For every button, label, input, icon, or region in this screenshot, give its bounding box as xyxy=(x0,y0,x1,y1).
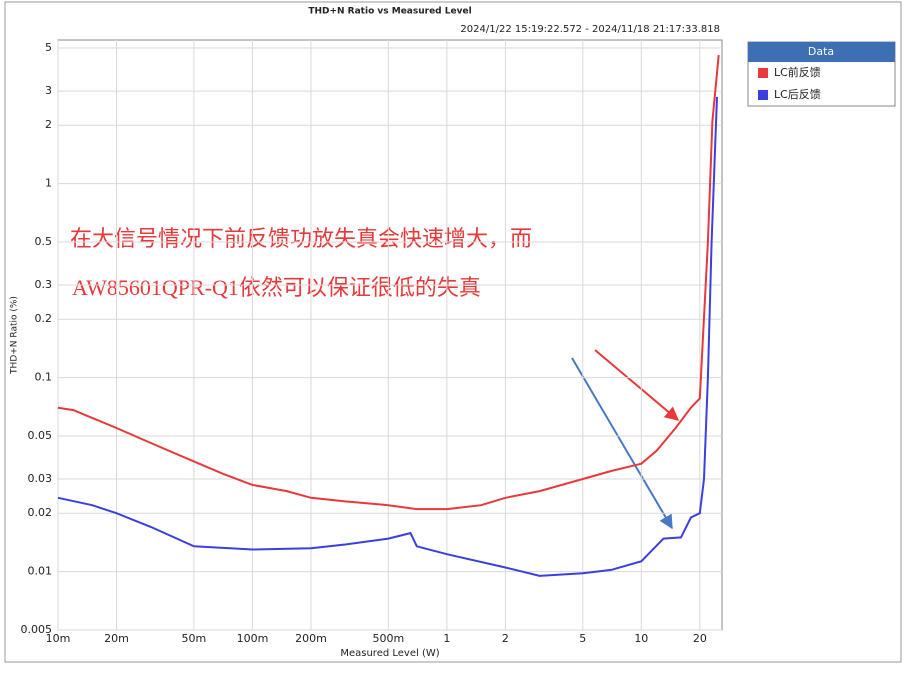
arrow xyxy=(571,357,673,530)
legend-header xyxy=(748,42,895,62)
x-tick-label: 200m xyxy=(295,632,327,645)
y-tick-label: 0.1 xyxy=(35,371,53,384)
y-tick-label: 0.5 xyxy=(35,235,53,248)
series-line xyxy=(57,96,718,577)
legend-swatch xyxy=(758,90,768,100)
y-axis-label: THD+N Ratio (%) xyxy=(10,296,20,375)
arrow xyxy=(594,349,680,421)
y-tick-label: 0.3 xyxy=(35,278,53,291)
y-tick-label: 2 xyxy=(45,118,52,131)
legend-label: LC前反馈 xyxy=(774,65,821,79)
y-tick-label: 0.005 xyxy=(21,623,53,636)
x-tick-label: 500m xyxy=(372,632,404,645)
legend-label: LC后反馈 xyxy=(774,88,821,101)
legend-title: Data xyxy=(808,45,834,58)
y-tick-label: 0.03 xyxy=(28,472,53,485)
x-axis-label: Measured Level (W) xyxy=(340,648,439,659)
series-line xyxy=(57,55,720,511)
annotation: 在大信号情况下前反馈功放失真会快速增大，而 xyxy=(70,227,532,252)
x-tick-label: 20 xyxy=(693,632,707,645)
y-tick-label: 5 xyxy=(45,41,52,54)
x-tick-label: 50m xyxy=(182,632,207,645)
y-tick-label: 0.01 xyxy=(28,565,53,578)
annotation: AW85601QPR-Q1依然可以保证很低的失真 xyxy=(72,275,481,300)
x-tick-label: 10m xyxy=(46,632,71,645)
x-tick-label: 10 xyxy=(634,632,648,645)
y-tick-label: 0.2 xyxy=(35,312,53,325)
chart-title: THD+N Ratio vs Measured Level xyxy=(308,7,471,17)
x-tick-label: 1 xyxy=(443,632,450,645)
x-tick-label: 5 xyxy=(579,632,586,645)
x-tick-label: 100m xyxy=(237,632,269,645)
x-tick-label: 2 xyxy=(502,632,509,645)
y-tick-label: 0.05 xyxy=(28,429,53,442)
plot-area xyxy=(57,39,723,631)
y-tick-label: 3 xyxy=(45,84,52,97)
chart-subtitle: 2024/1/22 15:19:22.572 - 2024/11/18 21:1… xyxy=(460,24,720,35)
legend-swatch xyxy=(758,68,768,78)
y-tick-label: 1 xyxy=(45,177,52,190)
y-tick-label: 0.02 xyxy=(28,506,53,519)
x-tick-label: 20m xyxy=(104,632,129,645)
